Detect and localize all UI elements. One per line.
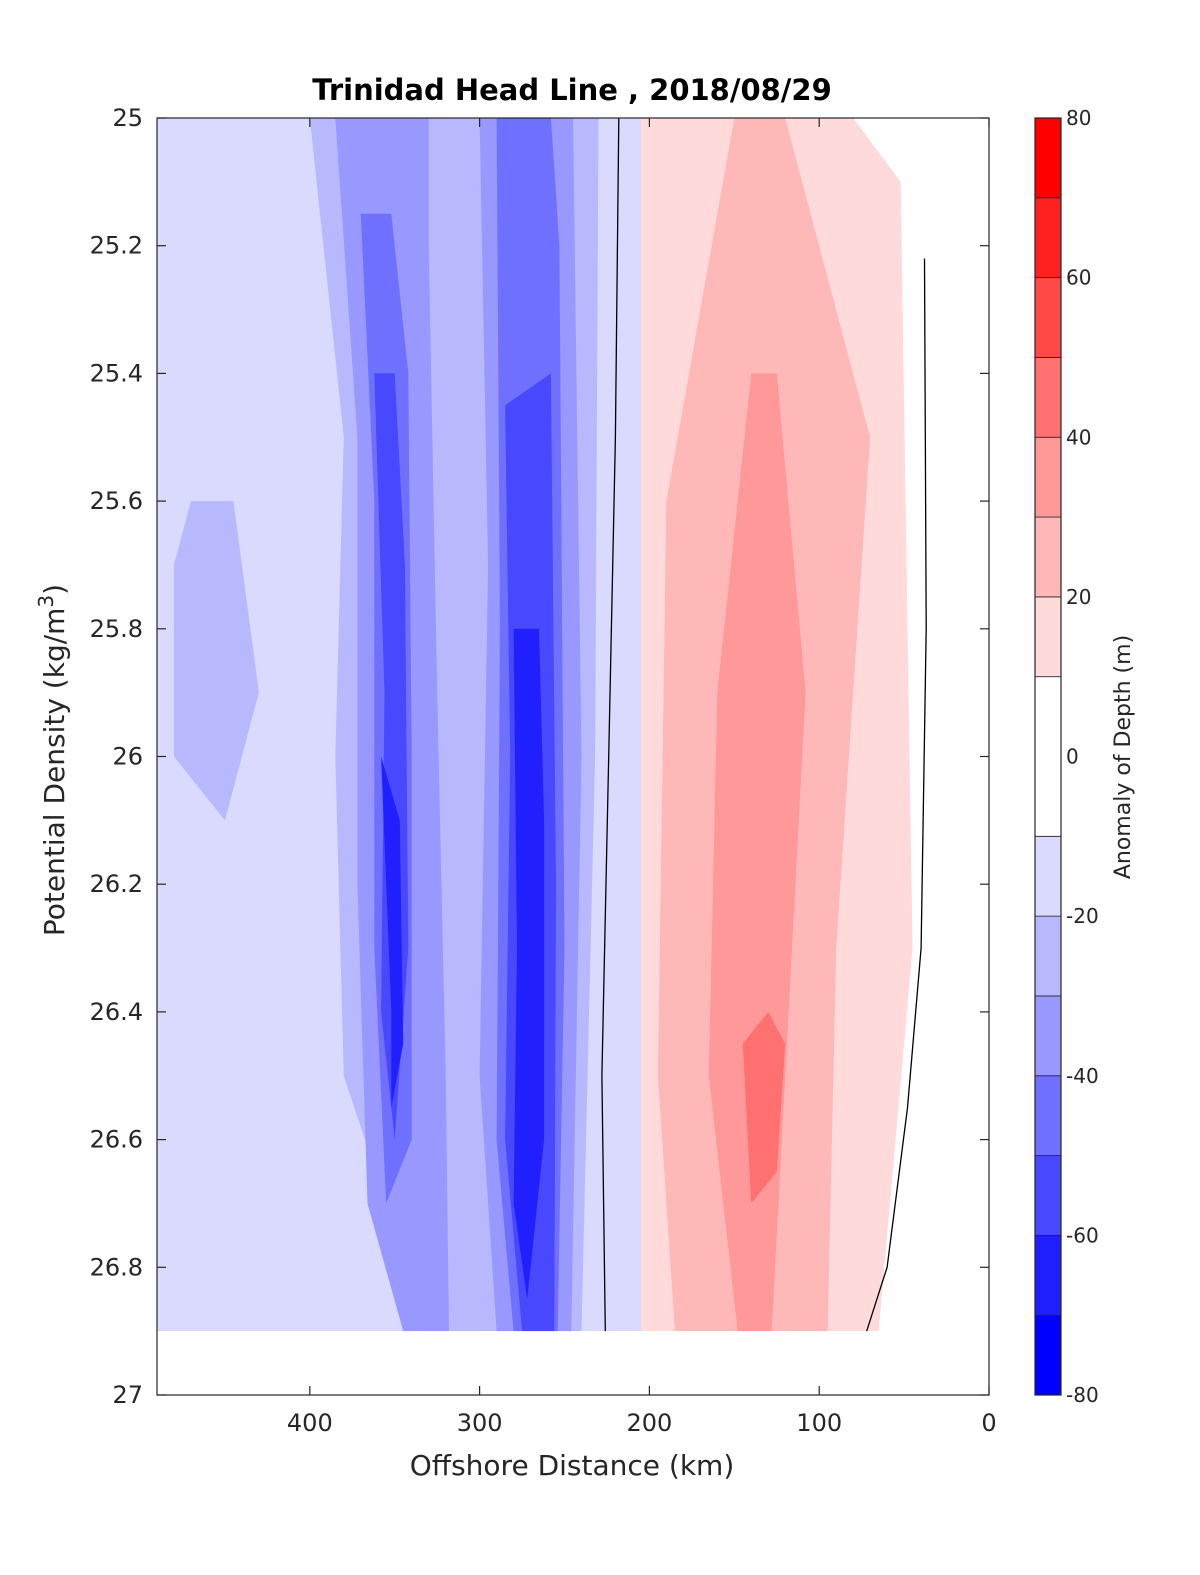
colorbar-band xyxy=(1034,915,1062,997)
colorbar-band xyxy=(1034,995,1062,1077)
zero-contour-lines xyxy=(601,118,927,1332)
colorbar-band xyxy=(1034,1314,1062,1396)
colorbar-tick-label: -20 xyxy=(1066,904,1099,928)
y-tick-label: 25.6 xyxy=(90,487,143,515)
colorbar-tick-label: -80 xyxy=(1066,1383,1099,1407)
colorbar-tick-label: 40 xyxy=(1066,425,1091,449)
no-data-band xyxy=(157,1331,989,1395)
colorbar: 80 60 40 20 0 -20 -40 -60 -80 xyxy=(1034,106,1099,1407)
y-tick-label: 26.6 xyxy=(90,1126,143,1154)
y-tick-label: 26.4 xyxy=(90,998,143,1026)
x-tick-label: 100 xyxy=(796,1409,842,1437)
colorbar-tick-label: 80 xyxy=(1066,106,1091,130)
colorbar-frame xyxy=(1034,117,1062,1396)
colorbar-band xyxy=(1034,197,1062,279)
colorbar-band xyxy=(1034,277,1062,358)
x-tick-label: 0 xyxy=(981,1409,996,1437)
colorbar-tick-label: 0 xyxy=(1066,745,1079,769)
x-axis-label: Offshore Distance (km) xyxy=(410,1449,735,1482)
x-tick-label: 200 xyxy=(627,1409,673,1437)
region-pos40 xyxy=(742,1011,786,1204)
zero-contour-main xyxy=(601,118,620,1332)
x-tick-label: 400 xyxy=(287,1409,333,1437)
zero-contour-nearshore xyxy=(866,258,927,1332)
y-tick-label: 26.2 xyxy=(90,870,143,898)
colorbar-band xyxy=(1034,596,1062,678)
colorbar-band xyxy=(1034,357,1062,438)
y-tick-label: 26.8 xyxy=(90,1253,143,1281)
colorbar-tick-label: -60 xyxy=(1066,1223,1099,1247)
colorbar-band xyxy=(1034,436,1062,518)
region-neg60-a xyxy=(381,756,404,1108)
y-axis-label: Potential Density (kg/m3) xyxy=(34,584,71,936)
colorbar-band xyxy=(1034,676,1062,837)
region-neg60-b xyxy=(513,628,545,1300)
y-axis: 25 25.2 25.4 25.6 25.8 26 26.2 26.4 26.6 26.8 27 xyxy=(90,104,989,1409)
colorbar-band xyxy=(1034,516,1062,598)
region-neg20-west xyxy=(174,501,259,821)
colorbar-tick-label: -40 xyxy=(1066,1064,1099,1088)
y-tick-label: 26 xyxy=(112,743,143,771)
colorbar-band xyxy=(1034,835,1062,917)
y-tick-label: 25.8 xyxy=(90,615,143,643)
contour-field xyxy=(157,118,989,1395)
colorbar-tick-label: 20 xyxy=(1066,585,1091,609)
colorbar-band xyxy=(1034,1234,1062,1316)
chart-title: Trinidad Head Line , 2018/08/29 xyxy=(312,73,832,107)
colorbar-band xyxy=(1034,117,1062,199)
y-tick-label: 25.4 xyxy=(90,359,143,387)
colorbar-band xyxy=(1034,1155,1062,1236)
x-tick-label: 300 xyxy=(457,1409,503,1437)
y-tick-label: 27 xyxy=(112,1381,143,1409)
colorbar-tick-label: 60 xyxy=(1066,266,1091,290)
colorbar-label: Anomaly of Depth (m) xyxy=(1111,635,1136,879)
colorbar-band xyxy=(1034,1075,1062,1156)
y-tick-label: 25 xyxy=(112,104,143,132)
y-tick-label: 25.2 xyxy=(90,232,143,260)
x-axis: 400 300 200 100 0 xyxy=(287,118,997,1437)
